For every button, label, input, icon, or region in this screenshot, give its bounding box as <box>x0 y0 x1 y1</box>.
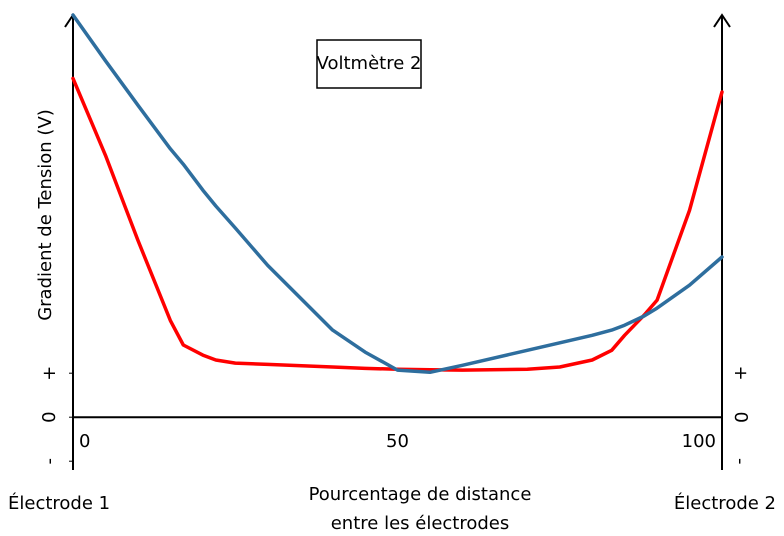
electrode-label: Électrode 1 <box>8 492 110 514</box>
x-tick-label: 0 <box>79 431 90 452</box>
y-tick-label: + <box>39 366 60 381</box>
x-axis-label: Pourcentage de distance <box>309 484 532 505</box>
annotation-box <box>316 39 422 89</box>
x-tick-label: 50 <box>386 431 409 452</box>
electrode-label: Électrode 2 <box>674 492 776 514</box>
series-line <box>71 13 724 375</box>
left-axis <box>64 13 82 470</box>
y-tick-label: 0 <box>39 411 60 422</box>
y-tick-label: - <box>39 458 60 465</box>
y2-tick-label: 0 <box>730 411 751 422</box>
y2-tick-label: + <box>730 366 751 381</box>
x-tick-label: 100 <box>682 431 716 452</box>
y2-tick-label: - <box>730 458 751 465</box>
y-axis-label: Gradient de Tension (V) <box>35 109 56 321</box>
annotation: Voltmètre 2 <box>317 53 422 74</box>
right-axis <box>713 13 731 470</box>
x-axis-label: entre les électrodes <box>331 513 510 534</box>
